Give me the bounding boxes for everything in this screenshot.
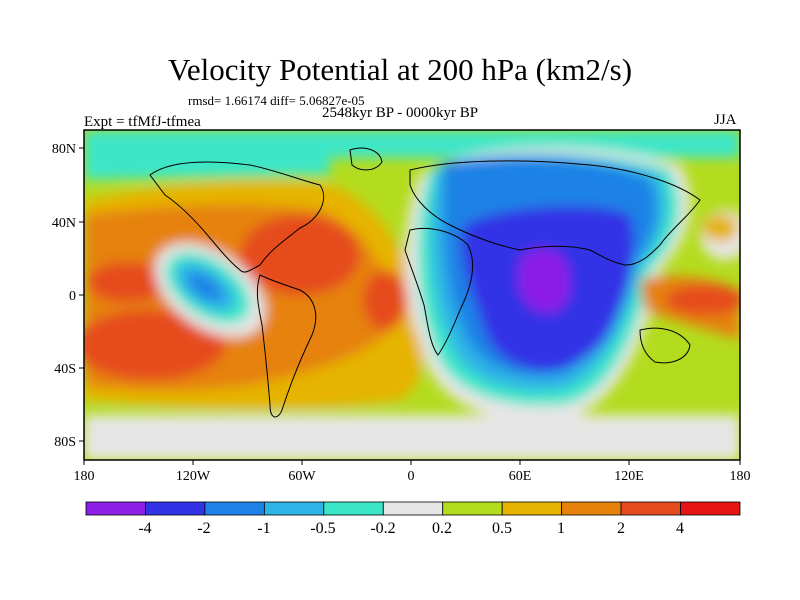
velocity-potential-field — [84, 130, 740, 460]
colorbar-swatch — [561, 501, 622, 516]
colorbar-swatch — [263, 501, 325, 516]
experiment-label: Expt = tfMfJ-tfmea — [84, 114, 201, 130]
colorbar-swatch — [382, 501, 444, 516]
colorbar-swatch — [680, 501, 741, 516]
lat-tick: 80N — [52, 142, 76, 157]
colorbar-label: 2 — [617, 520, 625, 537]
colorbar-swatch — [85, 501, 146, 516]
colorbar-label: 4 — [676, 520, 684, 537]
lon-tick: 120W — [176, 469, 211, 484]
lon-tick: 180 — [74, 469, 95, 484]
colorbar — [85, 501, 741, 516]
colorbar-label: 0.5 — [492, 520, 512, 537]
lon-tick: 180 — [730, 469, 751, 484]
colorbar-label: 1 — [557, 520, 565, 537]
colorbar-swatch — [145, 501, 206, 516]
colorbar-swatch — [323, 501, 384, 516]
colorbar-label: -0.5 — [310, 520, 335, 537]
lat-tick: 80S — [54, 435, 76, 450]
period-label: 2548kyr BP - 0000kyr BP — [322, 105, 479, 121]
colorbar-label: 0.2 — [432, 520, 452, 537]
colorbar-label: -0.2 — [370, 520, 395, 537]
colorbar-swatch — [501, 501, 563, 516]
colorbar-swatch — [442, 501, 503, 516]
lon-tick: 60W — [288, 469, 316, 484]
colorbar-labels: -4 -2 -1 -0.5 -0.2 0.2 0.5 1 2 4 — [138, 520, 684, 537]
colorbar-label: -2 — [197, 520, 210, 537]
season-label: JJA — [714, 112, 737, 128]
stats-label: rmsd= 1.66174 diff= 5.06827e-05 — [188, 93, 365, 108]
lat-tick: 40N — [52, 216, 76, 231]
colorbar-swatch — [620, 501, 681, 516]
colorbar-swatch — [204, 501, 265, 516]
lat-tick: 40S — [54, 362, 76, 377]
page-title: Velocity Potential at 200 hPa (km2/s) — [167, 52, 633, 87]
coastlines — [149, 147, 701, 418]
lat-axis: 80N 40N 0 40S 80S — [52, 142, 84, 450]
lon-tick: 0 — [408, 469, 415, 484]
colorbar-label: -1 — [257, 520, 270, 537]
lon-tick: 120E — [614, 469, 644, 484]
lat-tick: 0 — [69, 289, 76, 304]
colorbar-label: -4 — [138, 520, 151, 537]
lon-tick: 60E — [509, 469, 532, 484]
lon-axis: 180 120W 60W 0 60E 120E 180 — [74, 460, 751, 484]
